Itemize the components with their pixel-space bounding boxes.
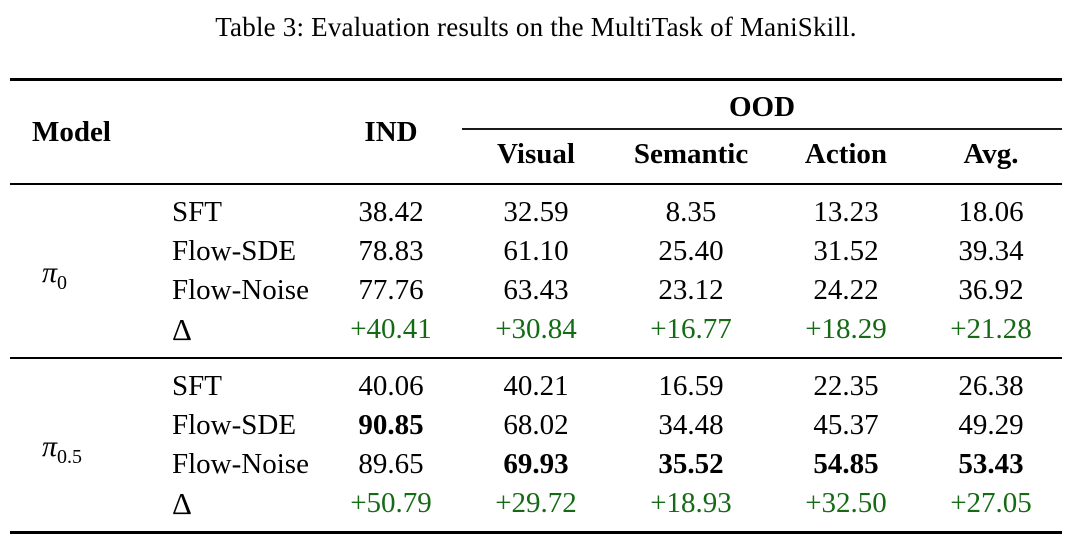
value-cell: 63.43 <box>503 274 569 306</box>
value-cell: 54.85 <box>813 448 879 480</box>
column-header-visual: Visual <box>497 138 575 170</box>
value-cell: 89.65 <box>358 448 424 480</box>
column-header-semantic: Semantic <box>633 138 749 170</box>
value-cell: 77.76 <box>358 274 424 306</box>
method-cell: Flow-SDE <box>172 235 297 267</box>
table-row: Flow-Noise 89.65 69.93 35.52 54.85 53.43 <box>10 445 1062 484</box>
group-label-pi0: π0 <box>10 184 168 358</box>
delta-value-cell: +21.28 <box>950 313 1032 345</box>
table-row: π0 SFT 38.42 32.59 8.35 13.23 18.06 <box>10 184 1062 294</box>
delta-value-cell: +18.29 <box>805 313 887 345</box>
group-label-pi05: π0.5 <box>10 358 168 533</box>
method-cell: Flow-Noise <box>172 274 309 306</box>
value-cell: 39.34 <box>958 235 1024 267</box>
value-cell: 40.21 <box>503 370 569 402</box>
delta-symbol: Δ <box>172 311 192 347</box>
column-header-avg: Avg. <box>963 138 1019 170</box>
value-cell: 31.52 <box>813 235 879 267</box>
value-cell: 90.85 <box>358 409 424 441</box>
pi-symbol: π <box>42 255 58 289</box>
value-cell: 36.92 <box>958 274 1024 306</box>
value-cell: 23.12 <box>658 274 724 306</box>
value-cell: 22.35 <box>813 370 879 402</box>
table-row: Flow-SDE 78.83 61.10 25.40 31.52 39.34 <box>10 232 1062 271</box>
delta-value-cell: +16.77 <box>650 313 732 345</box>
delta-symbol: Δ <box>172 485 192 521</box>
delta-value-cell: +50.79 <box>350 487 432 519</box>
value-cell: 40.06 <box>358 370 424 402</box>
value-cell: 49.29 <box>958 409 1024 441</box>
table-caption: Table 3: Evaluation results on the Multi… <box>215 12 857 42</box>
delta-value-cell: +30.84 <box>495 313 577 345</box>
value-cell: 35.52 <box>658 448 724 480</box>
value-cell: 32.59 <box>503 196 569 228</box>
value-cell: 13.23 <box>813 196 879 228</box>
value-cell: 8.35 <box>665 196 717 228</box>
delta-value-cell: +18.93 <box>650 487 732 519</box>
method-cell: SFT <box>172 196 222 228</box>
value-cell: 78.83 <box>358 235 424 267</box>
group-pi05: π0.5 SFT 40.06 40.21 16.59 22.35 26.38 F… <box>10 358 1062 533</box>
value-cell: 24.22 <box>813 274 879 306</box>
pi-subscript: 0 <box>57 271 68 294</box>
delta-value-cell: +32.50 <box>805 487 887 519</box>
column-header-ood: OOD <box>462 79 1062 130</box>
value-cell: 53.43 <box>958 448 1024 480</box>
table-row-delta: Δ +50.79 +29.72 +18.93 +32.50 +27.05 <box>10 484 1062 533</box>
pi-subscript: 0.5 <box>57 445 83 468</box>
column-header-model: Model <box>32 115 111 148</box>
value-cell: 18.06 <box>958 196 1024 228</box>
value-cell: 25.40 <box>658 235 724 267</box>
pi-symbol: π <box>42 429 58 463</box>
value-cell: 16.59 <box>658 370 724 402</box>
value-cell: 61.10 <box>503 235 569 267</box>
table-header: Model IND OOD Visual Semantic Action Avg… <box>10 79 1062 184</box>
column-header-ind: IND <box>364 115 418 148</box>
delta-value-cell: +27.05 <box>950 487 1032 519</box>
method-cell: SFT <box>172 370 222 402</box>
value-cell: 38.42 <box>358 196 424 228</box>
value-cell: 69.93 <box>503 448 569 480</box>
value-cell: 45.37 <box>813 409 879 441</box>
table-row-delta: Δ +40.41 +30.84 +16.77 +18.29 +21.28 <box>10 310 1062 358</box>
column-header-action: Action <box>804 138 888 170</box>
method-cell: Flow-SDE <box>172 409 297 441</box>
value-cell: 34.48 <box>658 409 724 441</box>
value-cell: 26.38 <box>958 370 1024 402</box>
table-row: Flow-Noise 77.76 63.43 23.12 24.22 36.92 <box>10 271 1062 310</box>
table-row: π0.5 SFT 40.06 40.21 16.59 22.35 26.38 <box>10 358 1062 468</box>
method-cell: Flow-Noise <box>172 448 309 480</box>
delta-value-cell: +29.72 <box>495 487 577 519</box>
group-pi0: π0 SFT 38.42 32.59 8.35 13.23 18.06 Flow… <box>10 184 1062 358</box>
evaluation-results-table: Model IND OOD Visual Semantic Action Avg… <box>10 78 1062 534</box>
value-cell: 68.02 <box>503 409 569 441</box>
delta-value-cell: +40.41 <box>350 313 432 345</box>
table-row: Flow-SDE 90.85 68.02 34.48 45.37 49.29 <box>10 406 1062 445</box>
